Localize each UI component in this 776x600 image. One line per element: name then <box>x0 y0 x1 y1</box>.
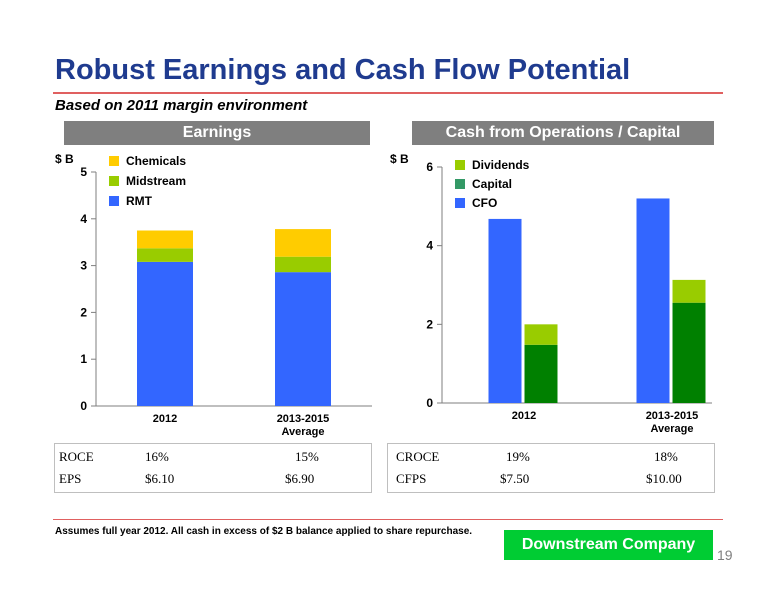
bar-midstream-1 <box>275 256 331 273</box>
bar-rmt-1 <box>275 272 331 406</box>
x-tick-label: 2012 <box>153 413 177 425</box>
earnings-banner: Earnings <box>64 121 370 145</box>
legend-swatch <box>109 196 119 206</box>
bar-dividends-0 <box>524 324 558 345</box>
y-unit-label: $ B <box>390 152 409 166</box>
cash-flow-banner: Cash from Operations / Capital Program <box>412 121 714 165</box>
y-tick-label: 4 <box>80 212 87 226</box>
legend-label: Capital <box>472 177 512 191</box>
cash-metrics-table: CROCE 19% 18% CFPS $7.50 $10.00 <box>387 443 715 493</box>
title-divider <box>53 92 723 94</box>
x-tick-label: 2012 <box>512 410 536 422</box>
legend-swatch <box>109 156 119 166</box>
earnings-metrics-table: ROCE 16% 15% EPS $6.10 $6.90 <box>54 443 372 493</box>
footer-divider <box>53 519 723 520</box>
page-subtitle: Based on 2011 margin environment <box>55 97 308 114</box>
x-tick-label: Average <box>650 423 693 435</box>
bar-cfo-0 <box>488 218 522 403</box>
metric-value-2012: $7.50 <box>500 471 530 486</box>
metric-value-avg: 18% <box>654 449 678 464</box>
metric-value-2012: 19% <box>506 449 530 464</box>
legend-label: Chemicals <box>126 154 186 168</box>
metric-label: CFPS <box>396 471 427 486</box>
metric-value-avg: 15% <box>295 449 319 464</box>
legend-swatch <box>455 179 465 189</box>
metric-value-avg: $6.90 <box>285 471 315 486</box>
y-tick-label: 2 <box>426 317 433 331</box>
metric-row-croce: CROCE 19% 18% <box>388 446 714 468</box>
bar-capital-0 <box>524 344 558 403</box>
bar-chemicals-0 <box>137 230 193 249</box>
y-tick-label: 6 <box>426 160 433 174</box>
legend-label: RMT <box>126 194 153 208</box>
metric-value-avg: $10.00 <box>646 471 682 486</box>
metric-label: EPS <box>59 471 82 486</box>
page-title: Robust Earnings and Cash Flow Potential <box>55 54 631 86</box>
y-tick-label: 3 <box>80 259 87 273</box>
metric-label: CROCE <box>396 449 440 464</box>
metric-label: ROCE <box>59 449 94 464</box>
metric-row-eps: EPS $6.10 $6.90 <box>55 468 371 490</box>
metric-value-2012: 16% <box>145 449 169 464</box>
y-tick-label: 4 <box>426 239 433 253</box>
page-number: 19 <box>717 547 733 563</box>
metric-value-2012: $6.10 <box>145 471 175 486</box>
y-tick-label: 0 <box>426 396 433 410</box>
bar-midstream-0 <box>137 248 193 262</box>
bar-chemicals-1 <box>275 229 331 257</box>
y-tick-label: 2 <box>80 305 87 319</box>
legend-label: CFO <box>472 196 497 210</box>
bar-rmt-0 <box>137 261 193 406</box>
legend-label: Dividends <box>472 158 530 172</box>
bar-dividends-1 <box>672 279 706 303</box>
legend-swatch <box>455 160 465 170</box>
x-tick-label: 2013-2015 <box>646 410 699 422</box>
x-tick-label: 2013-2015 <box>277 413 330 425</box>
bar-cfo-1 <box>636 198 670 403</box>
downstream-company-badge: Downstream Company <box>504 530 713 560</box>
legend-swatch <box>109 176 119 186</box>
legend-swatch <box>455 198 465 208</box>
x-tick-label: Average <box>281 426 324 438</box>
metric-row-cfps: CFPS $7.50 $10.00 <box>388 468 714 490</box>
y-tick-label: 5 <box>80 165 87 179</box>
y-tick-label: 1 <box>80 352 87 366</box>
y-tick-label: 0 <box>80 399 87 413</box>
y-unit-label: $ B <box>55 152 74 166</box>
footnote: Assumes full year 2012. All cash in exce… <box>55 526 473 537</box>
metric-row-roce: ROCE 16% 15% <box>55 446 371 468</box>
bar-capital-1 <box>672 302 706 403</box>
legend-label: Midstream <box>126 174 186 188</box>
